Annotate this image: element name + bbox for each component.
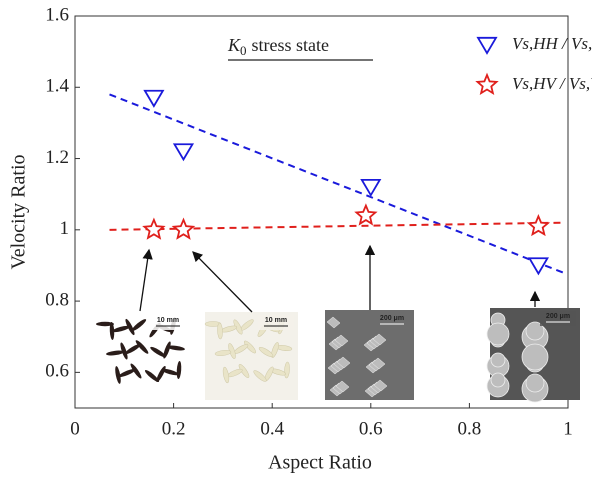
scale-label: 10 mm: [265, 317, 287, 324]
x-tick-label: 0.2: [162, 418, 186, 439]
marker: [145, 91, 163, 106]
x-tick-label: 0.6: [359, 418, 383, 439]
marker: [174, 144, 192, 159]
grain: [491, 373, 505, 387]
grain: [487, 323, 509, 345]
arrow: [140, 250, 149, 311]
legend-label: Vs,HV / Vs,VH: [512, 74, 592, 93]
annotation-subscript: 0: [240, 43, 247, 58]
inset: 200 μm: [487, 308, 580, 402]
arrow: [193, 252, 252, 312]
marker: [529, 258, 547, 273]
y-tick-label: 1.6: [45, 4, 69, 25]
x-axis-label: Aspect Ratio: [268, 452, 372, 474]
grain: [526, 374, 544, 392]
y-tick-label: 1.4: [45, 76, 69, 97]
inset: 10 mm: [205, 312, 298, 400]
marker: [529, 216, 548, 234]
legend-label: Vs,HH / Vs,VH: [512, 34, 592, 53]
inset: 10 mm: [96, 312, 190, 400]
chart: Aspect Ratio Velocity Ratio K0stress sta…: [0, 0, 592, 479]
legend-marker: [478, 75, 497, 93]
annotation: K0 stress state: [227, 35, 373, 60]
marker: [174, 220, 193, 238]
scale-label: 200 μm: [546, 313, 570, 320]
x-tick-label: 0.8: [458, 418, 482, 439]
y-tick-label: 1: [60, 218, 70, 239]
trend-line: [110, 94, 564, 272]
marker: [356, 206, 375, 224]
y-tick-label: 0.6: [45, 361, 69, 382]
scale-label: 10 mm: [157, 317, 179, 324]
y-tick-label: 0.8: [45, 289, 69, 310]
marker: [144, 220, 163, 238]
x-tick-label: 0: [70, 418, 80, 439]
annotation-text: K0 stress state: [227, 35, 329, 58]
scale-label: 200 μm: [380, 315, 404, 322]
y-axis-label: Velocity Ratio: [8, 155, 30, 270]
annotation-label: stress state: [252, 35, 329, 55]
grain: [522, 344, 548, 370]
x-tick-label: 0.4: [260, 418, 284, 439]
annotation-symbol: K: [227, 35, 241, 55]
y-tick-label: 1.2: [45, 147, 69, 168]
x-tick-label: 1: [563, 418, 573, 439]
legend-marker: [478, 38, 496, 53]
grain: [491, 353, 505, 367]
marker: [362, 180, 380, 195]
inset: 200 μm: [325, 310, 414, 400]
